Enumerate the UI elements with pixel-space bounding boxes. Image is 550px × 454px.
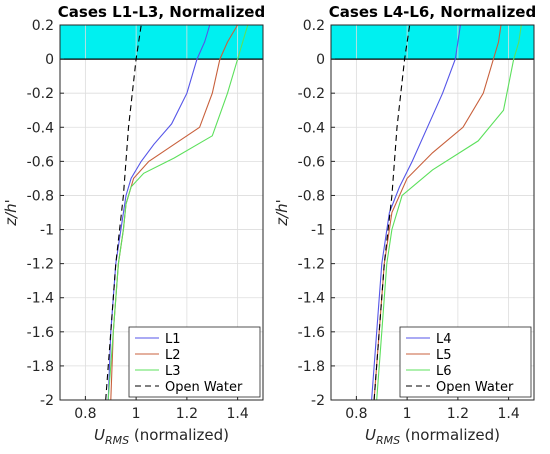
x-tick-label: 1.4 [497, 406, 519, 422]
x-axis-label-sub: RMS [376, 434, 400, 447]
axes-box [330, 24, 535, 401]
legend-label: L6 [436, 364, 452, 379]
x-axis-label-rest: (normalized) [129, 426, 229, 444]
legend-label: L5 [436, 348, 452, 363]
y-tick-label: -1 [311, 223, 325, 239]
y-tick-label: -0.6 [27, 154, 54, 170]
series-line-l4 [371, 24, 461, 401]
y-tick-label: -2 [311, 393, 325, 409]
x-axis-label: URMS (normalized) [94, 426, 229, 447]
x-axis-label-var: U [365, 426, 376, 444]
legend-label: L1 [165, 332, 181, 347]
chart-title: Cases L4-L6, Normalized [329, 3, 536, 21]
panel-left: 0.8 1 1.2 1.4 0.2 0 -0.2 -0.4 -0.6 -0.8 -1 -1.2 -1.4… [2, 3, 265, 447]
y-tick-label: -0.4 [298, 120, 325, 136]
chart-title: Cases L1-L3, Normalized [58, 3, 265, 21]
x-tick-label: 0.8 [74, 406, 96, 422]
legend-box [399, 326, 532, 398]
y-tick-label: -0.4 [27, 120, 54, 136]
x-tick-label: 1 [132, 406, 141, 422]
series-line-l6 [376, 24, 522, 401]
x-tick-label: 1 [403, 406, 412, 422]
panel-right: 0.8 1 1.2 1.4 0.2 0 -0.2 -0.4 -0.6 -0.8 -1 -1.2 -1.4… [273, 3, 536, 447]
axes-box [59, 24, 264, 401]
legend-label: Open Water [165, 380, 243, 395]
y-tick-label: -0.2 [27, 86, 54, 102]
y-axis-label: z/h' [2, 199, 20, 227]
y-tick-label: -1.8 [27, 359, 54, 375]
y-tick-label: -0.8 [27, 188, 54, 204]
y-axis-label: z/h' [273, 199, 291, 227]
y-tick-label: -1.4 [27, 291, 54, 307]
y-tick-label: -1 [40, 223, 54, 239]
x-axis-label-sub: RMS [105, 434, 129, 447]
y-tick-label: -1.6 [27, 325, 54, 341]
legend-label: Open Water [436, 380, 514, 395]
legend-box [128, 326, 261, 398]
series-line-open-water [105, 24, 142, 401]
legend-label: L2 [165, 348, 181, 363]
series-line-open-water [373, 24, 411, 401]
x-tick-label: 0.8 [345, 406, 367, 422]
y-tick-label: -1.2 [298, 257, 325, 273]
x-axis-label-var: U [94, 426, 105, 444]
x-tick-label: 1.2 [447, 406, 469, 422]
y-tick-label: -1.8 [298, 359, 325, 375]
y-tick-label: -0.6 [298, 154, 325, 170]
ice-band [331, 25, 534, 60]
y-tick-label: 0.2 [32, 18, 54, 34]
x-axis-label: URMS (normalized) [365, 426, 500, 447]
y-tick-label: -1.6 [298, 325, 325, 341]
x-tick-label: 1.4 [226, 406, 248, 422]
series-line-l3 [107, 24, 249, 401]
y-tick-label: -1.4 [298, 291, 325, 307]
legend-label: L4 [436, 332, 452, 347]
legend-label: L3 [165, 364, 181, 379]
x-axis-label-rest: (normalized) [400, 426, 500, 444]
y-tick-label: 0 [316, 52, 325, 68]
y-tick-label: 0 [45, 52, 54, 68]
y-tick-label: -0.8 [298, 188, 325, 204]
y-tick-label: -1.2 [27, 257, 54, 273]
ice-band [60, 25, 263, 60]
y-tick-label: 0.2 [303, 18, 325, 34]
y-tick-label: -0.2 [298, 86, 325, 102]
y-tick-label: -2 [40, 393, 54, 409]
x-tick-label: 1.2 [176, 406, 198, 422]
